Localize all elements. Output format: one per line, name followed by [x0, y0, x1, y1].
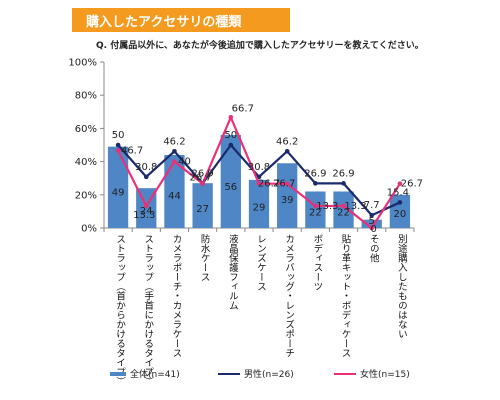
male-value-label: 30.8 — [135, 162, 157, 173]
bar — [107, 146, 129, 228]
female-value-label: 26.7 — [190, 173, 212, 184]
legend-overall: 全体(n=41) — [110, 367, 180, 381]
bar-value-label: 20 — [394, 209, 407, 220]
x-category-label: カメラバッグ・レンズポーチ — [283, 234, 295, 358]
bar — [164, 154, 185, 228]
question-text: Q. 付属品以外に、あなたが今後追加で購入したアクセサリーを教えてください。 — [96, 41, 424, 51]
female-value-label: 13.3 — [344, 201, 366, 212]
bar-value-label: 29 — [253, 202, 266, 213]
male-value-label: 50 — [112, 130, 125, 141]
legend-female: 女性(n=15) — [334, 367, 410, 381]
female-value-label: 26.7 — [273, 179, 295, 190]
bar — [333, 191, 354, 228]
male-value-label: 26.9 — [192, 168, 214, 179]
female-value-label: 46.7 — [121, 145, 143, 156]
female-point — [369, 225, 375, 231]
male-value-label: 50 — [224, 130, 237, 141]
female-point — [313, 203, 318, 209]
male-value-label: 15.4 — [387, 187, 409, 198]
bar-value-label: 22 — [337, 208, 350, 219]
male-value-label: 26.9 — [332, 168, 354, 179]
y-tick-label: 80% — [75, 91, 97, 102]
bar-value-label: 5 — [369, 216, 375, 227]
female-point — [115, 148, 121, 153]
male-value-label: 46.2 — [163, 136, 185, 147]
male-point — [341, 181, 346, 186]
male-point — [228, 142, 234, 148]
y-tick-label: 20% — [75, 190, 97, 201]
bar-value-label: 44 — [168, 191, 181, 202]
bar-value-label: 56 — [224, 182, 237, 193]
bar — [220, 135, 241, 228]
bar — [361, 219, 382, 228]
y-tick-label: 0% — [81, 224, 97, 235]
female-point — [284, 181, 290, 186]
bar-value-label: 27 — [196, 204, 209, 215]
male-point — [172, 149, 177, 154]
bar-value-label: 49 — [112, 187, 125, 198]
female-value-label: 26.7 — [401, 179, 423, 190]
female-value-label: 13.3 — [316, 201, 338, 212]
male-point — [256, 174, 262, 180]
bar — [248, 179, 270, 228]
y-tick-label: 40% — [75, 157, 97, 168]
male-point — [397, 200, 403, 205]
bar — [277, 163, 298, 228]
male-point — [284, 149, 290, 154]
female-point — [200, 181, 205, 186]
female-value-label: 13.3 — [133, 210, 155, 221]
female-value-label: 26.7 — [258, 179, 280, 190]
x-category-label: 液晶保護フィルム — [226, 234, 238, 310]
female-point — [172, 159, 177, 164]
female-point — [256, 181, 262, 186]
bar-value-label: 24 — [140, 206, 153, 217]
female-point — [143, 203, 149, 209]
female-value-label: 66.7 — [232, 103, 254, 114]
female-value-label: 0 — [371, 224, 377, 235]
female-point — [228, 114, 234, 120]
y-tick-label: 60% — [75, 124, 97, 135]
x-category-label: ボディスーツ — [311, 234, 323, 291]
male-value-label: 26.9 — [304, 168, 326, 179]
x-category-label: ストラップ（首からかけるタイプ） — [114, 234, 126, 386]
x-category-label: 防水ケース — [198, 234, 210, 282]
bar — [389, 194, 411, 228]
male-point — [369, 212, 375, 218]
male-value-label: 7.7 — [364, 200, 380, 211]
female-value-label: 40 — [178, 157, 191, 168]
legend-male: 男性(n=26) — [218, 367, 294, 381]
male-point — [115, 142, 121, 148]
bar-value-label: 39 — [281, 195, 294, 206]
y-tick-label: 100% — [68, 58, 97, 69]
x-category-label: ストラップ（手首にかけるタイプ） — [142, 234, 154, 386]
male-value-label: 30.8 — [248, 162, 270, 173]
x-category-label: その他 — [367, 234, 379, 263]
chart-title: 購入したアクセサリの種類 — [86, 15, 242, 30]
male-value-label: 46.2 — [276, 136, 298, 147]
legend-female-swatch — [334, 372, 356, 375]
x-category-label: 別途購入したものはない — [395, 234, 407, 339]
x-category-label: カメラポーチ・カメラケース — [170, 234, 182, 358]
female-point — [397, 181, 403, 186]
bar-value-label: 22 — [309, 208, 322, 219]
female-point — [341, 203, 346, 209]
legend-male-swatch — [218, 372, 240, 375]
male-point — [143, 174, 149, 180]
x-category-label: 貼り革キット・ボディケース — [339, 234, 351, 358]
x-category-label: レンズケース — [255, 234, 266, 291]
male-point — [313, 181, 318, 186]
bar — [192, 183, 213, 228]
chart-title-banner: 購入したアクセサリの種類 — [72, 8, 290, 32]
legend-overall-swatch — [110, 371, 126, 376]
